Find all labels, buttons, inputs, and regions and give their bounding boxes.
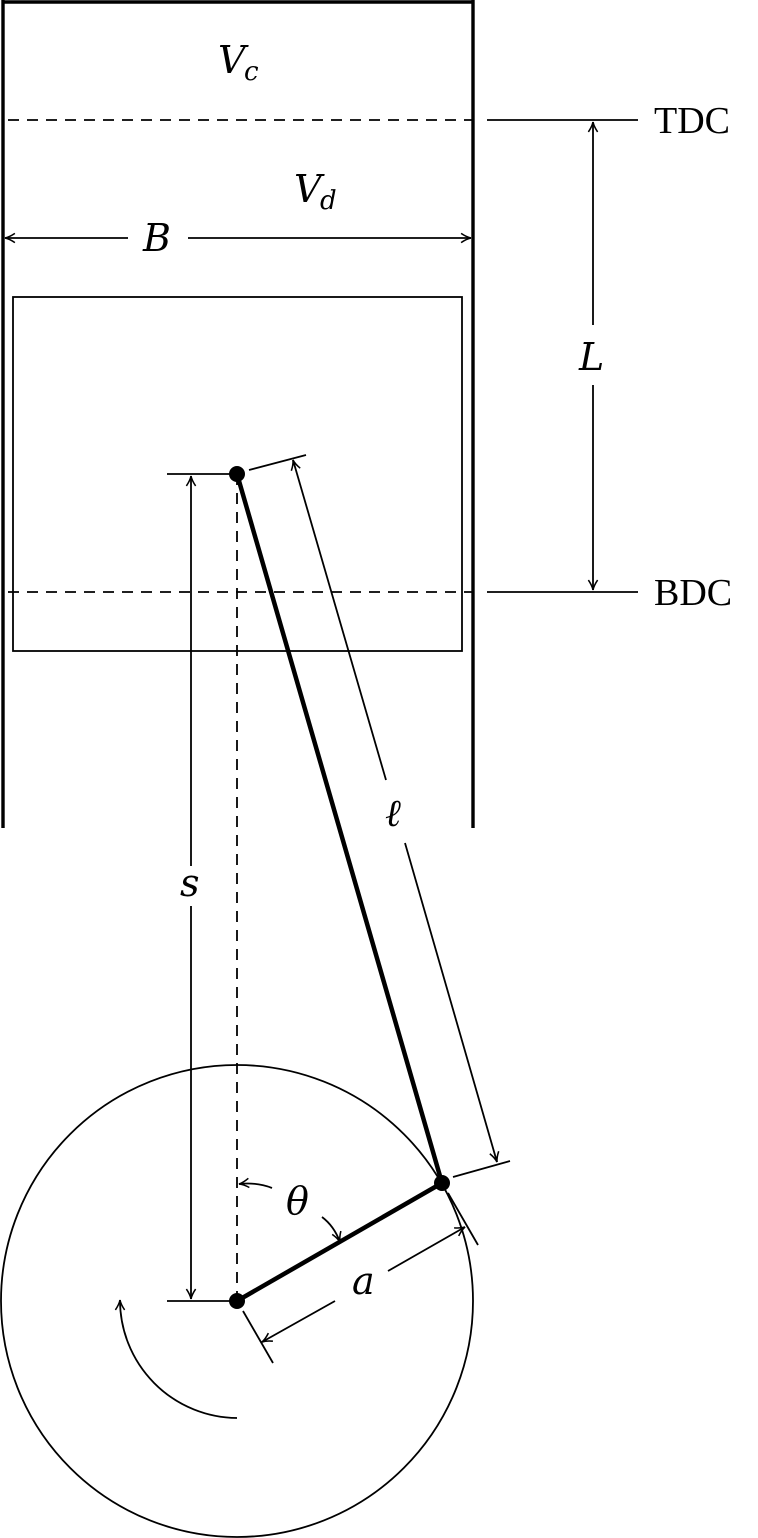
rod-length-arrow-down [404, 842, 500, 1163]
s-label: s [180, 861, 200, 905]
crank-pin [434, 1175, 450, 1191]
rod-length-label: ℓ [385, 791, 401, 835]
svg-text:V: V [294, 167, 325, 211]
theta-label: θ [286, 1179, 309, 1223]
svg-text:d: d [320, 186, 337, 216]
crank-radius-label: a [352, 1259, 375, 1303]
bdc-label: BDC [654, 572, 732, 614]
rod-extension-top [248, 454, 307, 471]
wrist-pin [229, 466, 245, 482]
svg-text:V: V [218, 38, 249, 82]
theta-arc-lower [321, 1216, 342, 1243]
crank-radius-arrow-upper [387, 1226, 466, 1272]
rotation-direction-arrow [114, 1299, 238, 1419]
theta-arc-upper [238, 1177, 273, 1189]
displacement-volume-label: V d [294, 167, 337, 216]
tdc-label: TDC [654, 100, 730, 142]
clearance-volume-label: V c [218, 38, 259, 87]
stroke-label: L [578, 335, 604, 379]
crank-extension-center [242, 1310, 274, 1364]
rod-extension-bottom [452, 1160, 511, 1178]
bore-label: B [142, 216, 171, 260]
crank-extension-pin [447, 1192, 479, 1246]
rod-length-arrow-up [290, 459, 387, 781]
crank-radius-arrow-lower [261, 1300, 336, 1343]
svg-text:c: c [244, 57, 259, 87]
connecting-rod [234, 473, 445, 1184]
crankshaft-center [229, 1293, 245, 1309]
